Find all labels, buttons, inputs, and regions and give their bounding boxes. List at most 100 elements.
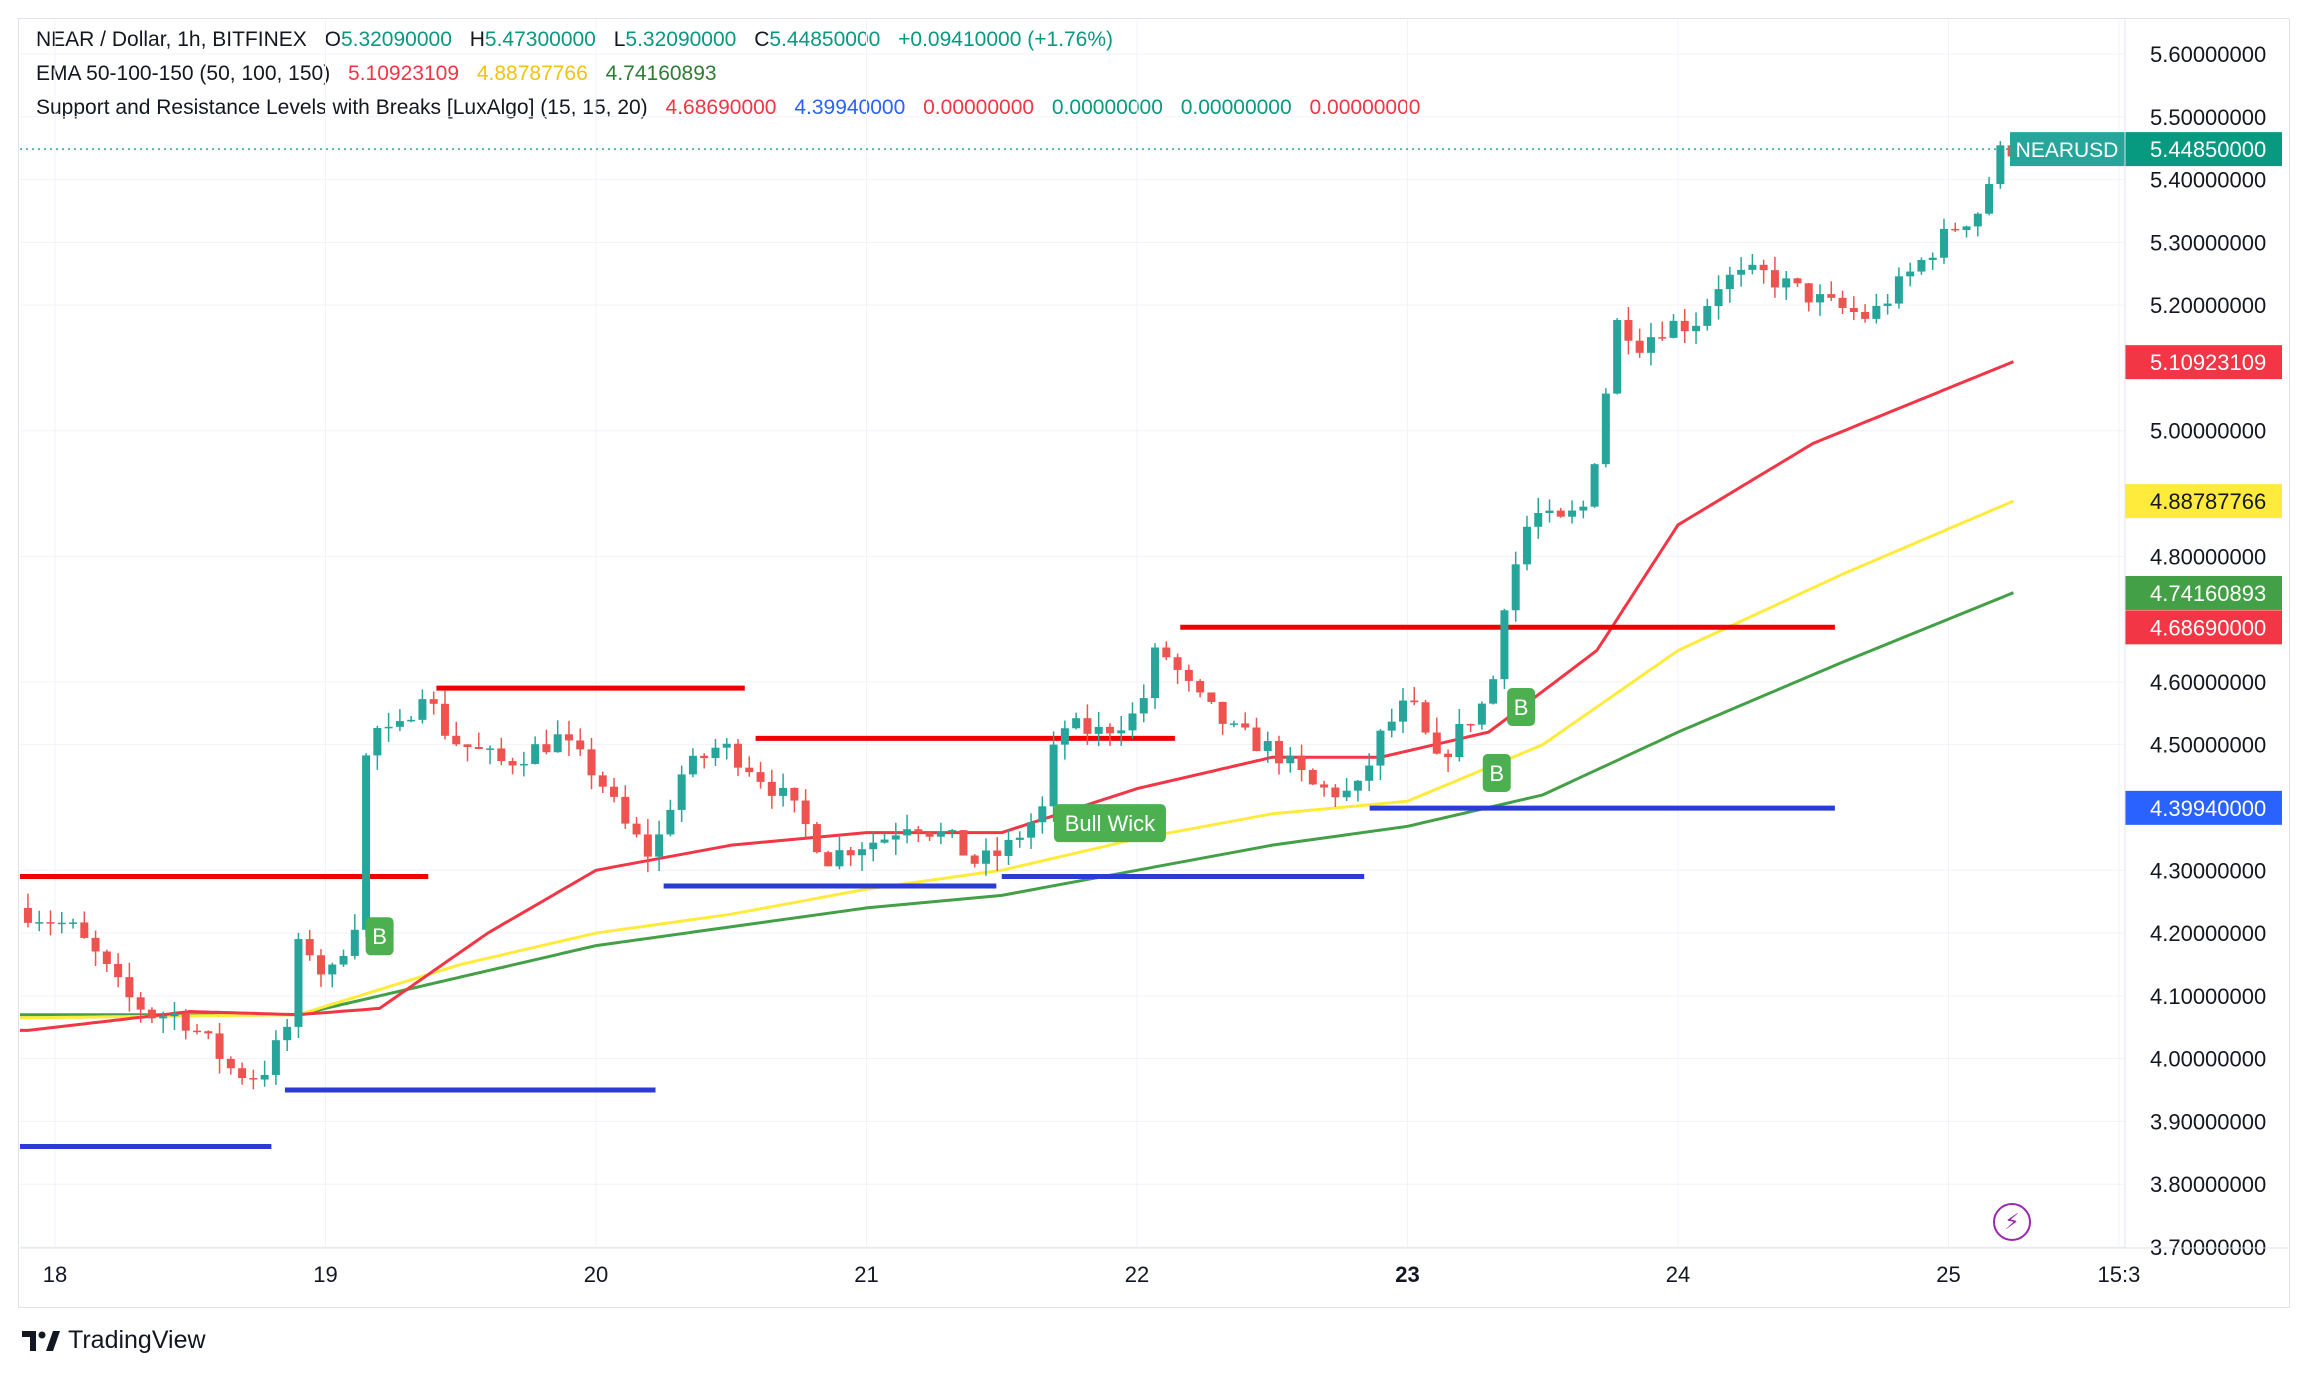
price-axis-label: 4.74160893	[2150, 581, 2266, 606]
candle-down	[204, 1031, 213, 1034]
candle-up	[1601, 393, 1610, 465]
break-label: B	[372, 924, 387, 949]
bull-wick-label: Bull Wick	[1065, 811, 1156, 836]
candle-up	[677, 774, 686, 810]
y-tick-label: 4.00000000	[2150, 1047, 2266, 1072]
candle-down	[1308, 769, 1317, 785]
candle-down	[497, 748, 506, 762]
break-label-bg	[1507, 688, 1536, 727]
candle-up	[159, 1016, 168, 1019]
x-tick-label: 21	[854, 1262, 878, 1287]
candle-down	[1635, 340, 1644, 353]
candle-down	[1432, 732, 1441, 754]
candle-up	[1748, 264, 1757, 270]
ema100-value: 4.88787766	[476, 62, 588, 85]
low-value: 5.32090000	[625, 28, 737, 51]
ema-indicator-name[interactable]: EMA 50-100-150 (50, 100, 150)	[36, 62, 331, 85]
candle-down	[1827, 294, 1836, 298]
candle-up	[688, 755, 697, 775]
candle-down	[1196, 680, 1205, 693]
candle-down	[23, 907, 32, 923]
candle-down	[215, 1033, 224, 1059]
candle-up	[1387, 721, 1396, 731]
candle-down	[181, 1013, 190, 1031]
candle-down	[249, 1078, 258, 1080]
y-tick-label: 5.30000000	[2150, 230, 2266, 255]
x-tick-label: 18	[43, 1262, 67, 1287]
candle-up	[1365, 765, 1374, 781]
candle-down	[80, 922, 89, 938]
candle-down	[846, 850, 855, 856]
candle-up	[1939, 228, 1948, 258]
candle-down	[756, 772, 765, 782]
y-tick-label: 4.20000000	[2150, 921, 2266, 946]
candle-down	[1770, 270, 1779, 288]
symbol-title[interactable]: NEAR / Dollar, 1h, BITFINEX	[36, 28, 307, 51]
y-tick-label: 4.80000000	[2150, 544, 2266, 569]
candle-down	[136, 997, 145, 1010]
price-axis-label-bg	[2125, 610, 2282, 645]
candle-up	[1500, 610, 1509, 680]
candle-down	[1162, 647, 1171, 658]
candle-down	[1218, 701, 1227, 724]
candle-up	[655, 834, 664, 857]
candle-down	[1951, 228, 1960, 231]
candle-down	[452, 735, 461, 745]
candle-up	[722, 743, 731, 748]
x-tick-label: 19	[313, 1262, 337, 1287]
candle-down	[1556, 510, 1565, 517]
price-axis-label: 5.10923109	[2150, 350, 2266, 375]
candle-down	[1105, 726, 1114, 734]
symbol-tag: NEARUSD	[2016, 139, 2119, 162]
candle-down	[1421, 702, 1430, 733]
chart-frame	[18, 18, 2290, 1308]
candle-up	[407, 719, 416, 722]
tradingview-brand[interactable]: TradingView	[22, 1326, 206, 1355]
candle-down	[1207, 692, 1216, 702]
lightning-icon[interactable]: ⚡	[1993, 1203, 2031, 1241]
x-tick-label: 23	[1395, 1262, 1419, 1287]
candle-up	[1139, 698, 1148, 714]
candle-up	[1568, 510, 1577, 517]
tradingview-logo-icon	[22, 1330, 60, 1351]
candle-up	[1489, 679, 1498, 704]
candle-up	[519, 763, 528, 766]
price-axis-label: 4.68690000	[2150, 615, 2266, 640]
candle-up	[948, 830, 957, 832]
candle-up	[1692, 325, 1701, 332]
candle-down	[1861, 311, 1870, 319]
candle-up	[1342, 790, 1351, 798]
candle-down	[542, 744, 551, 753]
candle-down	[1793, 278, 1802, 284]
close-value: 5.44850000	[769, 28, 881, 51]
y-tick-label: 4.10000000	[2150, 984, 2266, 1009]
candle-up	[880, 839, 889, 843]
ema150-value: 4.74160893	[605, 62, 717, 85]
candle-up	[1782, 278, 1791, 288]
y-tick-label: 4.30000000	[2150, 858, 2266, 883]
candle-up	[1906, 271, 1915, 277]
candle-up	[350, 929, 359, 956]
candle-up	[531, 744, 540, 764]
candle-up	[1714, 289, 1723, 307]
candle-up	[857, 849, 866, 856]
candle-down	[914, 829, 923, 833]
candle-up	[1072, 718, 1081, 729]
candle-down	[1804, 283, 1813, 303]
price-axis-label: 5.44850000	[2150, 137, 2266, 162]
candle-up	[57, 922, 66, 925]
ema150-line	[20, 591, 2014, 1017]
candle-down	[440, 703, 449, 736]
candle-down	[1083, 718, 1092, 734]
price-legend: NEAR / Dollar, 1h, BITFINEX O5.32090000 …	[36, 26, 1125, 54]
break-label: B	[1489, 761, 1504, 786]
sr-indicator-name[interactable]: Support and Resistance Levels with Break…	[36, 96, 648, 119]
candle-up	[328, 964, 337, 975]
candle-up	[283, 1026, 292, 1041]
candle-up	[1455, 724, 1464, 758]
candle-down	[767, 781, 776, 796]
candle-up	[553, 734, 562, 753]
sr-value-3: 0.00000000	[923, 96, 1035, 119]
candle-down	[125, 977, 134, 998]
